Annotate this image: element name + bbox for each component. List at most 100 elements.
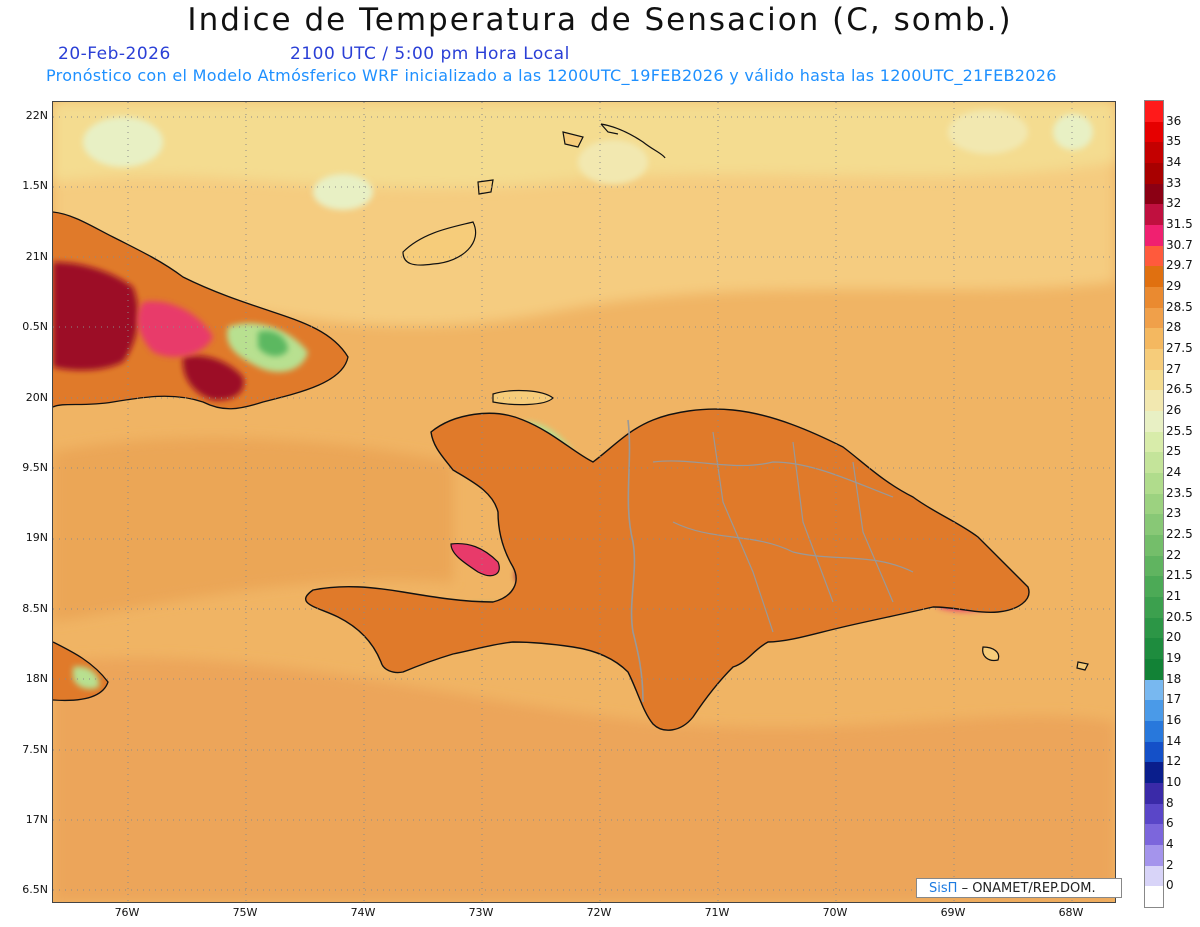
pale-blob: [948, 110, 1028, 154]
colorbar-swatch: [1145, 204, 1163, 226]
colorbar-label: 19: [1166, 651, 1182, 665]
lon-label: 73W: [468, 906, 494, 919]
lat-label: 19N: [25, 531, 48, 545]
map-area[interactable]: [52, 101, 1116, 903]
colorbar-swatch: [1145, 803, 1163, 825]
colorbar-swatch: [1145, 225, 1163, 247]
pale-blob: [578, 140, 648, 184]
colorbar-label: 22: [1166, 547, 1182, 562]
saona-island: [982, 646, 1000, 662]
colorbar-swatch: [1145, 555, 1163, 577]
colorbar-swatch: [1145, 349, 1163, 371]
colorbar-label: 18: [1166, 671, 1182, 686]
colorbar-swatch: [1145, 452, 1163, 474]
colorbar-label: 6: [1166, 816, 1174, 831]
colorbar-label: 20: [1166, 630, 1182, 645]
graticule: [53, 102, 1115, 902]
colorbar-label: 4: [1166, 837, 1174, 851]
colorbar-label: 25: [1166, 444, 1182, 459]
colorbar-label: 10: [1166, 775, 1182, 789]
colorbar-label: 21: [1166, 589, 1182, 603]
colorbar-swatch: [1145, 741, 1163, 763]
colorbar-label: 21.5: [1166, 568, 1193, 583]
colorbar-swatch: [1145, 617, 1163, 639]
map-svg: [53, 102, 1115, 902]
colorbar-label: 24: [1166, 465, 1182, 479]
colorbar-swatch: [1145, 369, 1163, 391]
colorbar-label: 26: [1166, 403, 1182, 417]
pale-blob: [1053, 114, 1093, 150]
colorbar-swatch: [1145, 865, 1163, 887]
colorbar-swatch: [1145, 824, 1163, 846]
lat-label: 9.5N: [22, 461, 48, 474]
lon-label: 72W: [586, 906, 612, 919]
colorbar-label: 29: [1166, 279, 1182, 293]
colorbar-label: 17: [1166, 692, 1182, 707]
pale-blob: [83, 117, 163, 167]
colorbar-swatch: [1145, 762, 1163, 784]
bahamas-islands: [402, 123, 666, 266]
colorbar-label: 27.5: [1166, 341, 1193, 355]
colorbar-label: 30.7: [1166, 237, 1193, 252]
colorbar-label: 12: [1166, 754, 1182, 769]
colorbar-swatch: [1145, 121, 1163, 143]
colorbar-swatch: [1145, 845, 1163, 867]
hispaniola-island: [304, 408, 1030, 731]
colorbar-label: 28: [1166, 320, 1182, 335]
colorbar-swatch: [1145, 183, 1163, 205]
forecast-date: 20-Feb-2026: [58, 44, 171, 64]
colorbar-swatch: [1145, 576, 1163, 598]
colorbar-swatch: [1145, 101, 1163, 123]
colorbar-swatch: [1145, 679, 1163, 701]
colorbar-label: 0: [1166, 878, 1174, 893]
south-dark-band: [53, 657, 1115, 902]
lon-label: 76W: [114, 906, 140, 919]
model-info: Pronóstico con el Modelo Atmósferico WRF…: [46, 66, 1057, 85]
colorbar-swatch: [1145, 473, 1163, 495]
colorbar-label: 16: [1166, 713, 1182, 727]
colorbar-label: 35: [1166, 134, 1182, 149]
lat-label: 18N: [25, 672, 48, 686]
colorbar-label: 33: [1166, 175, 1182, 190]
lat-label: 22N: [25, 109, 48, 122]
lat-label: 6.5N: [22, 883, 48, 897]
lat-label: 7.5N: [22, 742, 48, 756]
credit-org: – ONAMET/REP.DOM.: [961, 881, 1096, 896]
colorbar-label: 20.5: [1166, 609, 1193, 624]
colorbar-swatch: [1145, 163, 1163, 185]
colorbar-swatch: [1145, 307, 1163, 329]
colorbar-swatch: [1145, 493, 1163, 515]
lat-label: 0.5N: [22, 320, 48, 334]
colorbar-swatch: [1145, 783, 1163, 805]
colorbar-swatch: [1145, 266, 1163, 288]
colorbar-label: 32: [1166, 196, 1182, 211]
lat-label: 20N: [25, 390, 48, 404]
colorbar-swatch: [1145, 721, 1163, 743]
colorbar-swatch: [1145, 535, 1163, 557]
colorbar-label: 27: [1166, 361, 1182, 376]
lat-label: 1.5N: [22, 179, 48, 193]
forecast-time: 2100 UTC / 5:00 pm Hora Local: [290, 44, 570, 64]
lon-label: 70W: [822, 906, 848, 919]
lat-label: 8.5N: [22, 601, 48, 615]
lon-label: 75W: [232, 906, 258, 919]
credit-box: SisΠ – ONAMET/REP.DOM.: [916, 878, 1122, 898]
colorbar-swatch: [1145, 597, 1163, 619]
colorbar-swatch: [1145, 431, 1163, 453]
colorbar-swatch: [1145, 142, 1163, 164]
lat-label: 17N: [25, 813, 48, 826]
lon-label: 71W: [704, 906, 730, 919]
colorbar-label: 34: [1166, 155, 1182, 169]
colorbar-swatch: [1145, 287, 1163, 309]
lon-label: 69W: [940, 906, 966, 919]
colorbar-swatch: [1145, 514, 1163, 536]
jamaica-island: [53, 641, 109, 702]
colorbar-label: 23: [1166, 506, 1182, 521]
small-islands-haiti: [450, 389, 554, 577]
lat-label: 21N: [25, 249, 48, 263]
colorbar-label: 26.5: [1166, 382, 1193, 397]
colorbar-swatch: [1145, 700, 1163, 722]
colorbar-swatch: [1145, 245, 1163, 267]
colorbar-label: 28.5: [1166, 299, 1193, 314]
colorbar-legend: [1144, 100, 1164, 908]
